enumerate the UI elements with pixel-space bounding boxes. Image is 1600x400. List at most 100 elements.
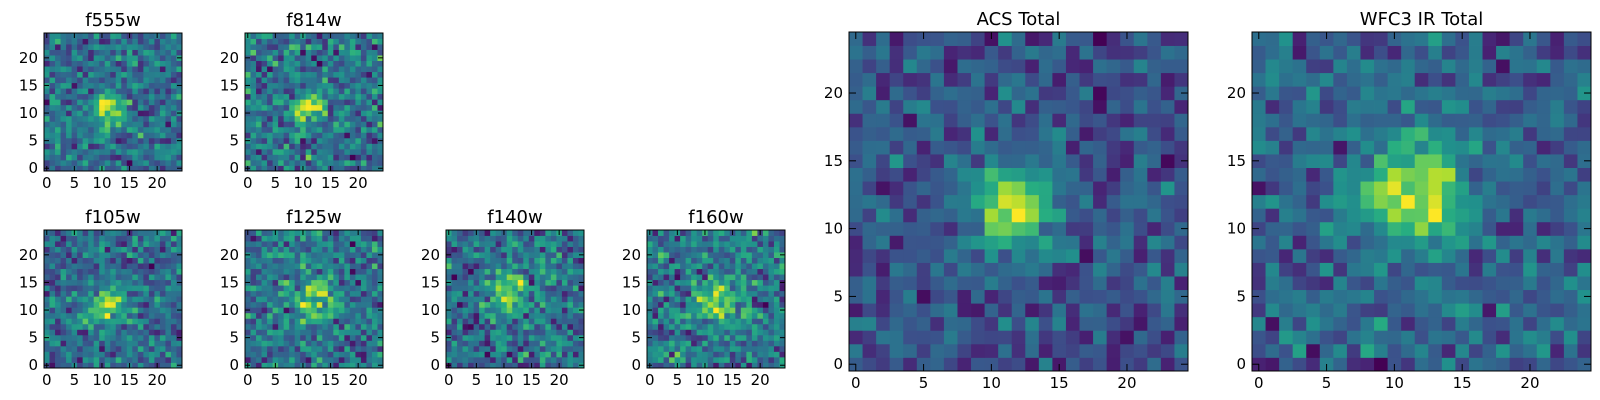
pixel-cell: [561, 301, 568, 308]
pixel-cell: [578, 351, 585, 358]
y-tick-label: 0: [229, 356, 239, 374]
pixel-cell: [1120, 194, 1135, 209]
pixel-cell: [1468, 221, 1483, 236]
pixel-cell: [250, 71, 257, 78]
pixel-cell: [338, 165, 345, 172]
pixel-cell: [523, 296, 530, 303]
pixel-cell: [998, 194, 1013, 209]
pixel-cell: [170, 60, 177, 67]
pixel-cell: [99, 137, 106, 144]
pixel-cell: [250, 165, 257, 172]
pixel-cell: [115, 126, 122, 133]
pixel-cell: [1346, 343, 1361, 358]
pixel-cell: [355, 143, 362, 150]
pixel-cell: [957, 59, 972, 74]
pixel-cell: [60, 154, 67, 161]
pixel-cell: [355, 49, 362, 56]
pixel-cell: [311, 93, 318, 100]
pixel-cell: [1319, 316, 1334, 331]
pixel-cell: [556, 285, 563, 292]
pixel-cell: [115, 38, 122, 45]
pixel-cell: [1147, 235, 1162, 250]
pixel-cell: [77, 44, 84, 50]
pixel-cell: [170, 148, 177, 155]
pixel-cell: [82, 230, 89, 236]
pixel-cell: [132, 154, 139, 161]
pixel-cell: [311, 290, 318, 297]
pixel-cell: [143, 235, 150, 242]
pixel-cell: [984, 45, 999, 60]
pixel-cell: [680, 334, 687, 341]
pixel-cell: [572, 334, 579, 341]
pixel-cell: [55, 290, 61, 297]
pixel-cell: [170, 312, 177, 319]
pixel-cell: [55, 301, 61, 308]
pixel-cell: [82, 165, 89, 172]
pixel-cell: [663, 290, 670, 297]
pixel-cell: [250, 121, 257, 128]
pixel-cell: [1550, 343, 1565, 358]
pixel-cell: [1147, 167, 1162, 182]
pixel-cell: [903, 235, 918, 250]
pixel-cell: [1120, 208, 1135, 223]
pixel-cell: [245, 318, 251, 325]
pixel-cell: [1093, 113, 1108, 128]
pixel-cell: [93, 77, 100, 84]
pixel-cell: [663, 230, 670, 236]
pixel-cell: [757, 274, 764, 281]
pixel-cell: [49, 77, 56, 84]
pixel-cell: [60, 268, 67, 275]
pixel-cell: [377, 154, 384, 161]
pixel-cell: [1509, 194, 1524, 209]
pixel-cell: [267, 137, 273, 144]
pixel-cell: [490, 235, 497, 242]
pixel-cell: [278, 159, 285, 166]
pixel-cell: [261, 241, 268, 247]
pixel-cell: [245, 77, 251, 84]
pixel-cell: [71, 148, 78, 155]
pixel-cell: [735, 241, 742, 247]
pixel-cell: [556, 345, 563, 352]
pixel-cell: [707, 323, 714, 330]
pixel-cell: [1550, 330, 1565, 345]
pixel-cell: [104, 38, 111, 45]
pixel-cell: [126, 132, 133, 139]
pixel-cell: [751, 235, 758, 242]
pixel-cell: [680, 257, 687, 264]
pixel-cell: [93, 340, 100, 347]
pixel-cell: [707, 285, 714, 292]
pixel-cell: [82, 334, 89, 341]
pixel-cell: [93, 362, 100, 369]
pixel-cell: [528, 345, 535, 352]
pixel-cell: [876, 289, 891, 304]
pixel-cell: [1387, 221, 1402, 236]
pixel-cell: [1065, 126, 1080, 141]
pixel-cell: [132, 115, 139, 122]
pixel-cell: [360, 241, 367, 247]
pixel-cell: [473, 235, 480, 242]
pixel-cell: [250, 44, 257, 50]
pixel-cell: [1038, 235, 1053, 250]
pixel-cell: [1106, 330, 1121, 345]
pixel-cell: [903, 72, 918, 87]
pixel-cell: [1160, 221, 1175, 236]
pixel-cell: [539, 241, 546, 247]
pixel-cell: [647, 235, 653, 242]
pixel-cell: [88, 263, 95, 270]
pixel-cell: [71, 88, 78, 95]
pixel-cell: [1093, 99, 1108, 114]
pixel-cell: [283, 165, 290, 172]
pixel-cell: [99, 66, 106, 73]
y-tick-label: 15: [421, 273, 440, 291]
pixel-cell: [696, 307, 703, 314]
pixel-cell: [245, 235, 251, 242]
pixel-cell: [121, 115, 128, 122]
pixel-cell: [903, 343, 918, 358]
pixel-cell: [495, 263, 502, 270]
pixel-cell: [143, 33, 150, 39]
pixel-cell: [1360, 303, 1375, 318]
pixel-cell: [104, 49, 111, 56]
pixel-cell: [300, 263, 307, 270]
pixel-cell: [724, 345, 731, 352]
pixel-cell: [930, 194, 945, 209]
